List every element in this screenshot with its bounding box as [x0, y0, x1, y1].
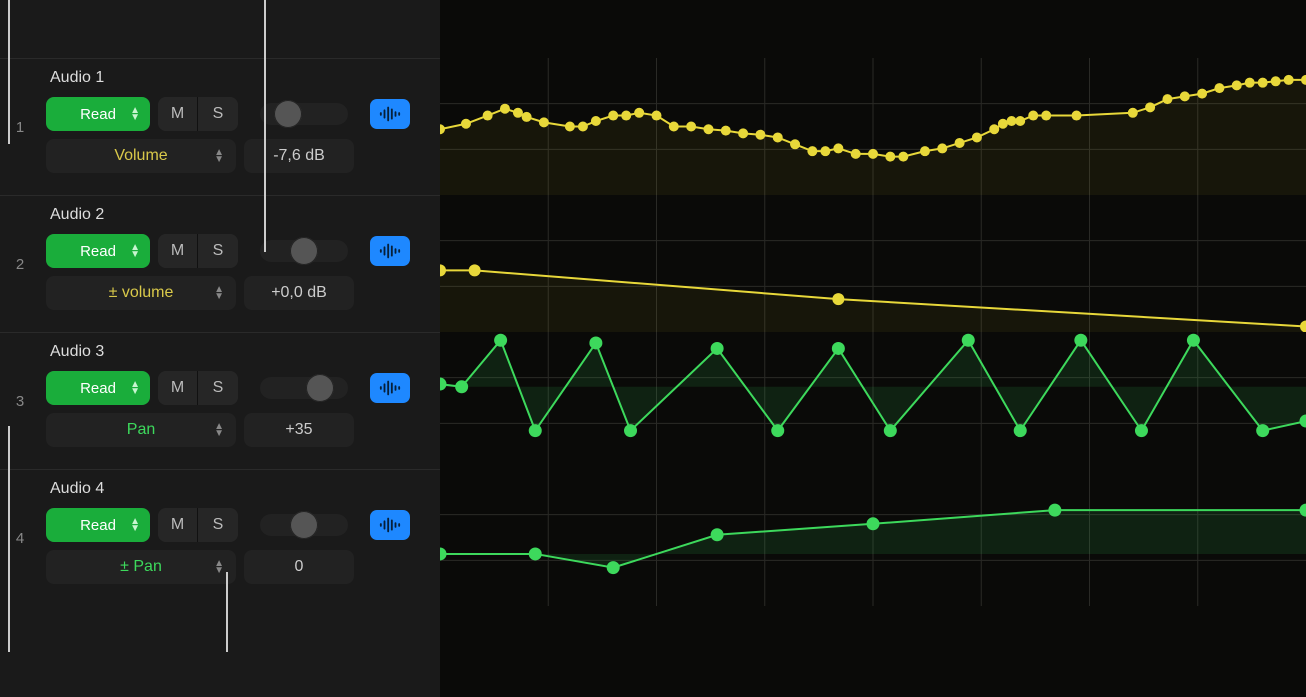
callout-line [8, 426, 10, 652]
automation-parameter-select[interactable]: ± volume▲▼ [46, 276, 236, 310]
solo-button[interactable]: S [198, 234, 238, 268]
solo-button[interactable]: S [198, 371, 238, 405]
track-index: 1 [0, 59, 40, 195]
slider-knob[interactable] [306, 374, 334, 402]
callout-line [8, 0, 10, 144]
automation-toggle-button[interactable] [370, 510, 410, 540]
solo-button[interactable]: S [198, 97, 238, 131]
mute-solo-group: MS [158, 371, 238, 405]
track-index: 2 [0, 196, 40, 332]
track-row: 3 Audio 3 Read▲▼MS Pan▲▼+35 [0, 332, 440, 469]
mute-button[interactable]: M [158, 97, 198, 131]
track-header-panel: 1Audio 1Read▲▼MSVolume▲▼-7,6 dB2Audio 2R… [0, 0, 440, 697]
track-index: 3 [0, 333, 40, 469]
automation-value-slider[interactable] [260, 103, 348, 125]
track-name[interactable]: Audio 3 [50, 343, 428, 361]
automation-mode-select[interactable]: Read▲▼ [46, 97, 150, 131]
mute-button[interactable]: M [158, 508, 198, 542]
automation-value-field[interactable]: 0 [244, 550, 354, 584]
automation-mode-select[interactable]: Read▲▼ [46, 508, 150, 542]
solo-button[interactable]: S [198, 508, 238, 542]
mute-button[interactable]: M [158, 371, 198, 405]
track-row: 2 Audio 2 Read▲▼MS ± volume▲▼+0,0 dB [0, 195, 440, 332]
automation-lane-area[interactable] [440, 0, 1306, 697]
automation-toggle-button[interactable] [370, 236, 410, 266]
automation-lane[interactable] [440, 58, 1306, 195]
automation-editor: 1Audio 1Read▲▼MSVolume▲▼-7,6 dB2Audio 2R… [0, 0, 1306, 697]
track-row: 4 Audio 4 Read▲▼MS ± Pan▲▼0 [0, 469, 440, 606]
automation-value-slider[interactable] [260, 377, 348, 399]
automation-lane[interactable] [440, 332, 1306, 469]
track-index: 4 [0, 470, 40, 606]
automation-mode-select[interactable]: Read▲▼ [46, 234, 150, 268]
mute-button[interactable]: M [158, 234, 198, 268]
automation-parameter-select[interactable]: Volume▲▼ [46, 139, 236, 173]
track-row: 1 Audio 1 Read▲▼MS Volume▲▼-7,6 dB [0, 58, 440, 195]
automation-toggle-button[interactable] [370, 373, 410, 403]
slider-knob[interactable] [290, 511, 318, 539]
automation-value-field[interactable]: +35 [244, 413, 354, 447]
automation-parameter-select[interactable]: Pan▲▼ [46, 413, 236, 447]
slider-knob[interactable] [274, 100, 302, 128]
automation-value-slider[interactable] [260, 240, 348, 262]
track-name[interactable]: Audio 1 [50, 69, 428, 87]
track-name[interactable]: Audio 4 [50, 480, 428, 498]
callout-line [264, 0, 266, 252]
automation-value-field[interactable]: -7,6 dB [244, 139, 354, 173]
automation-value-field[interactable]: +0,0 dB [244, 276, 354, 310]
slider-knob[interactable] [290, 237, 318, 265]
mute-solo-group: MS [158, 234, 238, 268]
automation-toggle-button[interactable] [370, 99, 410, 129]
automation-parameter-select[interactable]: ± Pan▲▼ [46, 550, 236, 584]
callout-line [226, 572, 228, 652]
track-name[interactable]: Audio 2 [50, 206, 428, 224]
mute-solo-group: MS [158, 508, 238, 542]
mute-solo-group: MS [158, 97, 238, 131]
automation-lane[interactable] [440, 469, 1306, 606]
automation-lane[interactable] [440, 195, 1306, 332]
automation-mode-select[interactable]: Read▲▼ [46, 371, 150, 405]
automation-value-slider[interactable] [260, 514, 348, 536]
